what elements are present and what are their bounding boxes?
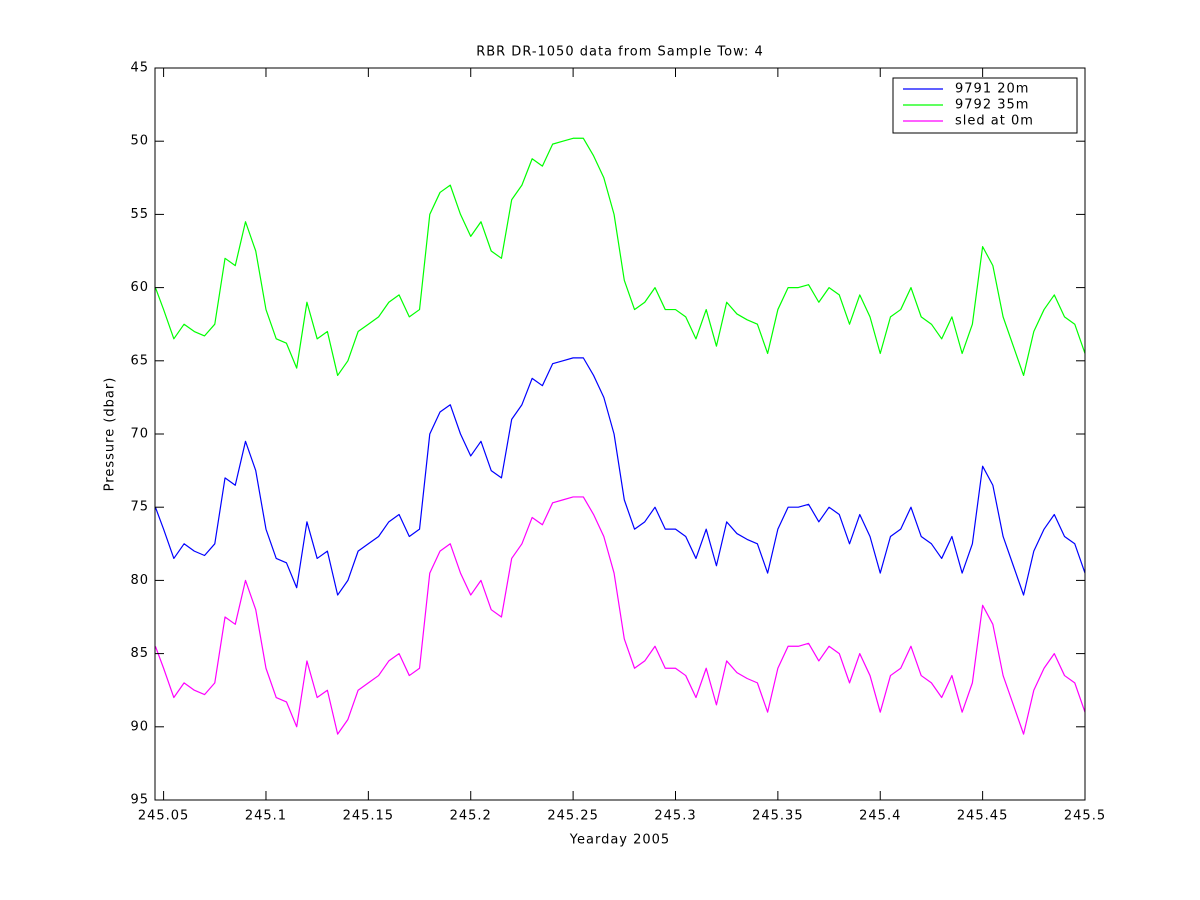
y-tick-label: 80 <box>130 573 149 588</box>
x-tick-label: 245.3 <box>654 809 696 824</box>
x-tick-label: 245.1 <box>245 809 287 824</box>
y-tick-label: 95 <box>130 793 149 808</box>
y-tick-label: 60 <box>130 280 149 295</box>
legend-label: sled at 0m <box>955 114 1034 129</box>
x-tick-label: 245.45 <box>957 809 1009 824</box>
x-tick-label: 245.05 <box>138 809 190 824</box>
y-tick-label: 85 <box>130 646 149 661</box>
y-tick-label: 65 <box>130 353 149 368</box>
x-tick-label: 245.15 <box>343 809 395 824</box>
x-tick-label: 245.5 <box>1064 809 1106 824</box>
y-tick-label: 55 <box>130 207 149 222</box>
y-axis-label: Pressure (dbar) <box>103 377 118 492</box>
data-line <box>154 496 1086 735</box>
legend-label: 9792 35m <box>955 98 1029 113</box>
y-tick-label: 90 <box>130 719 149 734</box>
data-line <box>154 137 1086 377</box>
legend-label: 9791 20m <box>955 82 1029 97</box>
data-line <box>154 357 1086 596</box>
y-tick-label: 45 <box>130 61 149 76</box>
x-tick-label: 245.35 <box>752 809 804 824</box>
x-tick-label: 245.25 <box>547 809 599 824</box>
y-tick-label: 75 <box>130 500 149 515</box>
chart-title: RBR DR-1050 data from Sample Tow: 4 <box>476 45 764 60</box>
x-tick-label: 245.2 <box>450 809 492 824</box>
y-tick-label: 50 <box>130 134 149 149</box>
x-axis-label: Yearday 2005 <box>569 833 670 848</box>
y-tick-label: 70 <box>130 427 149 442</box>
x-tick-label: 245.4 <box>859 809 901 824</box>
